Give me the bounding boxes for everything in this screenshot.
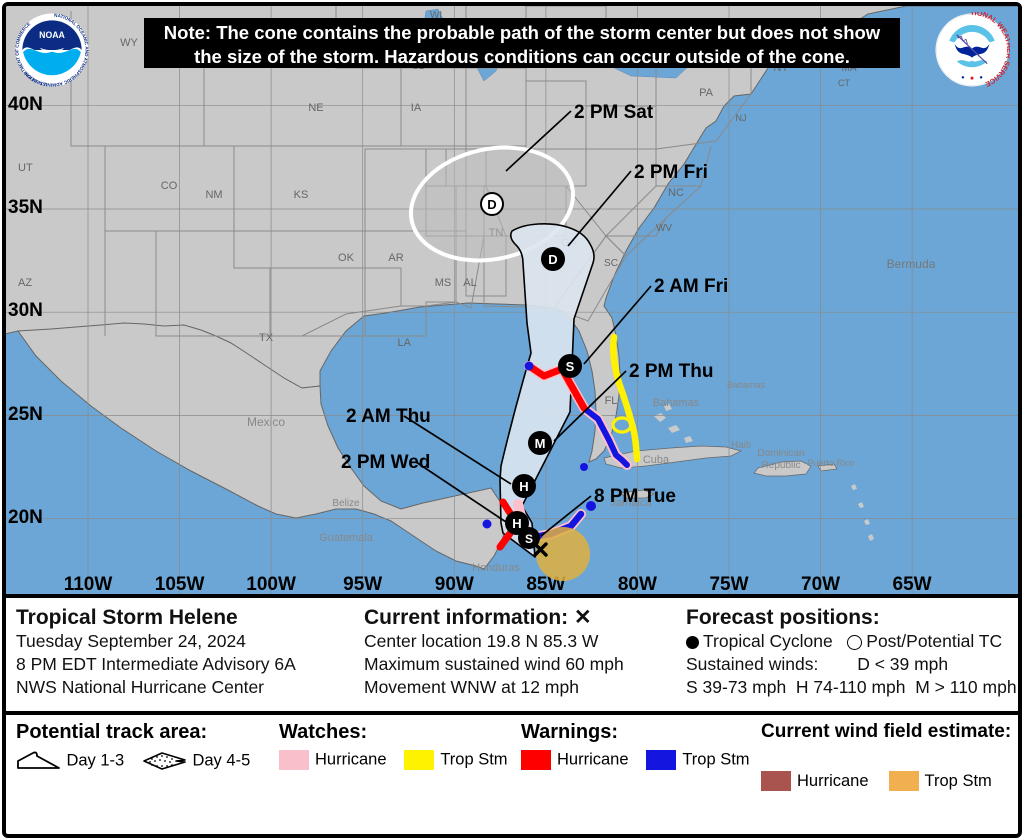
svg-text:H: H	[512, 516, 521, 531]
svg-text:2 PM Wed: 2 PM Wed	[341, 452, 430, 473]
svg-text:40N: 40N	[8, 94, 43, 115]
svg-text:2 AM Fri: 2 AM Fri	[654, 276, 728, 297]
svg-text:Bahamas: Bahamas	[653, 397, 700, 409]
svg-text:NJ: NJ	[736, 113, 747, 123]
svg-text:20N: 20N	[8, 507, 43, 528]
svg-text:S: S	[525, 532, 533, 546]
svg-text:M: M	[535, 436, 546, 451]
svg-text:WV: WV	[656, 223, 672, 234]
svg-text:OK: OK	[338, 252, 355, 264]
svg-text:D: D	[487, 197, 496, 212]
svg-text:2 PM Fri: 2 PM Fri	[634, 162, 708, 183]
svg-text:Bermuda: Bermuda	[887, 257, 936, 271]
svg-text:D: D	[548, 252, 557, 267]
svg-text:AR: AR	[388, 252, 403, 264]
svg-text:25N: 25N	[8, 404, 43, 425]
svg-text:KS: KS	[294, 189, 309, 201]
svg-text:90W: 90W	[435, 574, 474, 594]
svg-text:Cuba: Cuba	[643, 454, 670, 466]
svg-text:NE: NE	[308, 102, 323, 114]
svg-text:100W: 100W	[246, 574, 296, 594]
svg-text:IA: IA	[411, 102, 422, 114]
svg-text:H: H	[519, 479, 528, 494]
svg-text:FL: FL	[605, 395, 618, 407]
svg-text:Haiti: Haiti	[731, 440, 751, 451]
svg-text:WY: WY	[120, 37, 138, 49]
svg-text:MS: MS	[435, 277, 452, 289]
svg-text:NM: NM	[205, 189, 222, 201]
svg-text:Belize: Belize	[332, 498, 360, 509]
svg-text:Republic: Republic	[762, 460, 801, 471]
svg-text:8 PM Tue: 8 PM Tue	[594, 486, 676, 507]
svg-text:105W: 105W	[155, 574, 205, 594]
svg-text:30N: 30N	[8, 300, 43, 321]
svg-text:Honduras: Honduras	[472, 562, 520, 574]
svg-text:2 PM Thu: 2 PM Thu	[629, 361, 713, 382]
svg-text:S: S	[566, 359, 575, 374]
svg-text:AL: AL	[463, 277, 476, 289]
svg-text:CT: CT	[838, 78, 850, 88]
svg-text:35N: 35N	[8, 197, 43, 218]
svg-text:CO: CO	[161, 180, 178, 192]
svg-text:Puerto Rico: Puerto Rico	[807, 458, 854, 468]
svg-text:AZ: AZ	[18, 277, 32, 289]
svg-text:Mexico: Mexico	[247, 415, 285, 429]
svg-text:SC: SC	[604, 258, 618, 269]
svg-text:110W: 110W	[64, 574, 113, 594]
svg-text:Bahamas: Bahamas	[727, 380, 766, 390]
svg-text:TX: TX	[259, 332, 274, 344]
svg-text:2 AM Thu: 2 AM Thu	[346, 406, 431, 427]
svg-text:Guatemala: Guatemala	[319, 532, 374, 544]
svg-text:75W: 75W	[709, 574, 748, 594]
svg-text:65W: 65W	[893, 574, 932, 594]
svg-text:95W: 95W	[343, 574, 382, 594]
svg-text:NC: NC	[668, 187, 684, 199]
svg-text:NOAA: NOAA	[39, 30, 65, 40]
svg-text:PA: PA	[699, 87, 714, 99]
svg-text:70W: 70W	[801, 574, 840, 594]
svg-text:80W: 80W	[618, 574, 657, 594]
svg-text:UT: UT	[18, 162, 33, 174]
svg-text:LA: LA	[398, 337, 412, 349]
svg-text:2 PM Sat: 2 PM Sat	[574, 102, 654, 123]
svg-text:Dominican: Dominican	[757, 448, 804, 459]
